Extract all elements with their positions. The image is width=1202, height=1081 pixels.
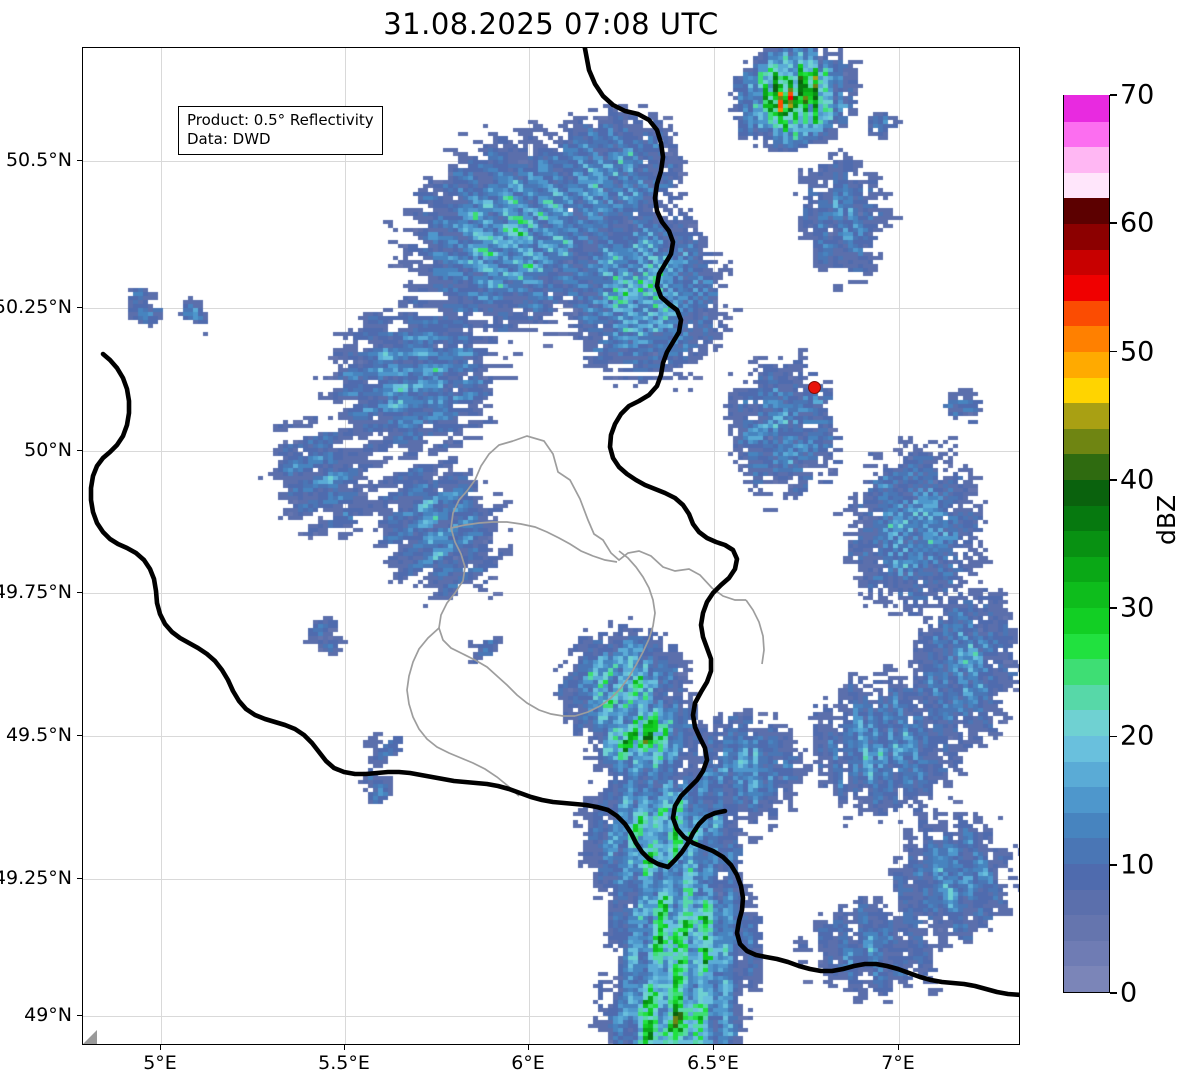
colorbar-tick (1110, 607, 1117, 609)
ytick-mark (77, 878, 82, 879)
ytick-mark (77, 307, 82, 308)
colorbar-tick (1110, 863, 1117, 866)
ytick-label: 50°N (24, 439, 72, 461)
colorbar-tick-label: 40 (1120, 464, 1155, 496)
colorbar-band (1064, 222, 1109, 250)
xtick-mark (713, 1045, 714, 1050)
colorbar[interactable] (1063, 94, 1110, 993)
colorbar-band (1064, 862, 1109, 890)
ytick-label: 50.25°N (0, 296, 72, 318)
ytick-mark (77, 1015, 82, 1016)
colorbar-tick-label: 60 (1120, 207, 1155, 239)
info-data-line: Data: DWD (187, 130, 271, 148)
xtick-label: 5°E (143, 1052, 177, 1074)
colorbar-tick (1110, 94, 1117, 96)
colorbar-tick-label: 20 (1120, 720, 1155, 752)
xtick-mark (898, 1045, 899, 1050)
colorbar-band (1064, 299, 1109, 327)
xtick-label: 7°E (881, 1052, 915, 1074)
colorbar-band (1064, 94, 1109, 122)
colorbar-tick (1110, 479, 1117, 481)
ytick-mark (77, 160, 82, 161)
ytick-label: 50.5°N (5, 149, 72, 171)
colorbar-band (1064, 530, 1109, 557)
colorbar-band (1064, 274, 1109, 301)
xtick-label: 6.5°E (687, 1052, 739, 1074)
colorbar-band (1064, 376, 1109, 404)
colorbar-band (1064, 811, 1109, 839)
ytick-label: 49°N (24, 1004, 72, 1026)
colorbar-label: dBZ (1152, 494, 1181, 545)
colorbar-tick-label: 70 (1120, 79, 1155, 111)
ytick-label: 49.25°N (0, 867, 72, 889)
ytick-mark (77, 592, 82, 593)
colorbar-band (1064, 786, 1109, 813)
colorbar-band (1064, 325, 1109, 352)
colorbar-tick (1110, 222, 1117, 225)
colorbar-tick-label: 30 (1120, 592, 1155, 624)
product-info-box: Product: 0.5° Reflectivity Data: DWD (178, 106, 383, 155)
radar-reflectivity-layer (83, 48, 1019, 1044)
radar-site-marker[interactable] (808, 381, 821, 394)
colorbar-band (1064, 171, 1109, 199)
map-plot-area (83, 48, 1019, 1044)
colorbar-tick (1110, 992, 1117, 994)
colorbar-band (1064, 939, 1109, 967)
ytick-label: 49.75°N (0, 581, 72, 603)
map-corner-fragment (83, 1030, 97, 1044)
colorbar-band (1064, 146, 1109, 173)
ytick-label: 49.5°N (5, 724, 72, 746)
colorbar-band (1064, 350, 1109, 378)
colorbar-band (1064, 965, 1109, 992)
colorbar-tick (1110, 735, 1117, 738)
colorbar-band (1064, 402, 1109, 429)
colorbar-band (1064, 606, 1109, 634)
colorbar-band (1064, 248, 1109, 276)
xtick-mark (344, 1045, 345, 1050)
colorbar-band (1064, 658, 1109, 685)
xtick-label: 6°E (511, 1052, 545, 1074)
colorbar-band (1064, 555, 1109, 583)
colorbar-tick-label: 0 (1120, 977, 1138, 1009)
xtick-mark (528, 1045, 529, 1050)
colorbar-band (1064, 709, 1109, 736)
colorbar-band (1064, 734, 1109, 762)
radar-map-axes: Product: 0.5° Reflectivity Data: DWD (82, 47, 1020, 1045)
colorbar-band (1064, 683, 1109, 711)
colorbar-band (1064, 453, 1109, 480)
colorbar-tick (1110, 350, 1117, 353)
colorbar-band (1064, 581, 1109, 608)
colorbar-tick-label: 10 (1120, 849, 1155, 881)
colorbar-band (1064, 478, 1109, 506)
ytick-mark (77, 450, 82, 451)
colorbar-band (1064, 888, 1109, 916)
colorbar-band (1064, 914, 1109, 941)
colorbar-band (1064, 837, 1109, 864)
ytick-mark (77, 735, 82, 736)
colorbar-band (1064, 632, 1109, 660)
page-title: 31.08.2025 07:08 UTC (383, 7, 719, 41)
colorbar-band (1064, 120, 1109, 148)
colorbar-band (1064, 760, 1109, 788)
colorbar-gradient (1063, 94, 1110, 993)
info-product-line: Product: 0.5° Reflectivity (187, 111, 374, 129)
colorbar-band (1064, 504, 1109, 532)
colorbar-tick-label: 50 (1120, 336, 1155, 368)
colorbar-band (1064, 197, 1109, 224)
colorbar-band (1064, 427, 1109, 455)
xtick-mark (160, 1045, 161, 1050)
xtick-label: 5.5°E (318, 1052, 370, 1074)
